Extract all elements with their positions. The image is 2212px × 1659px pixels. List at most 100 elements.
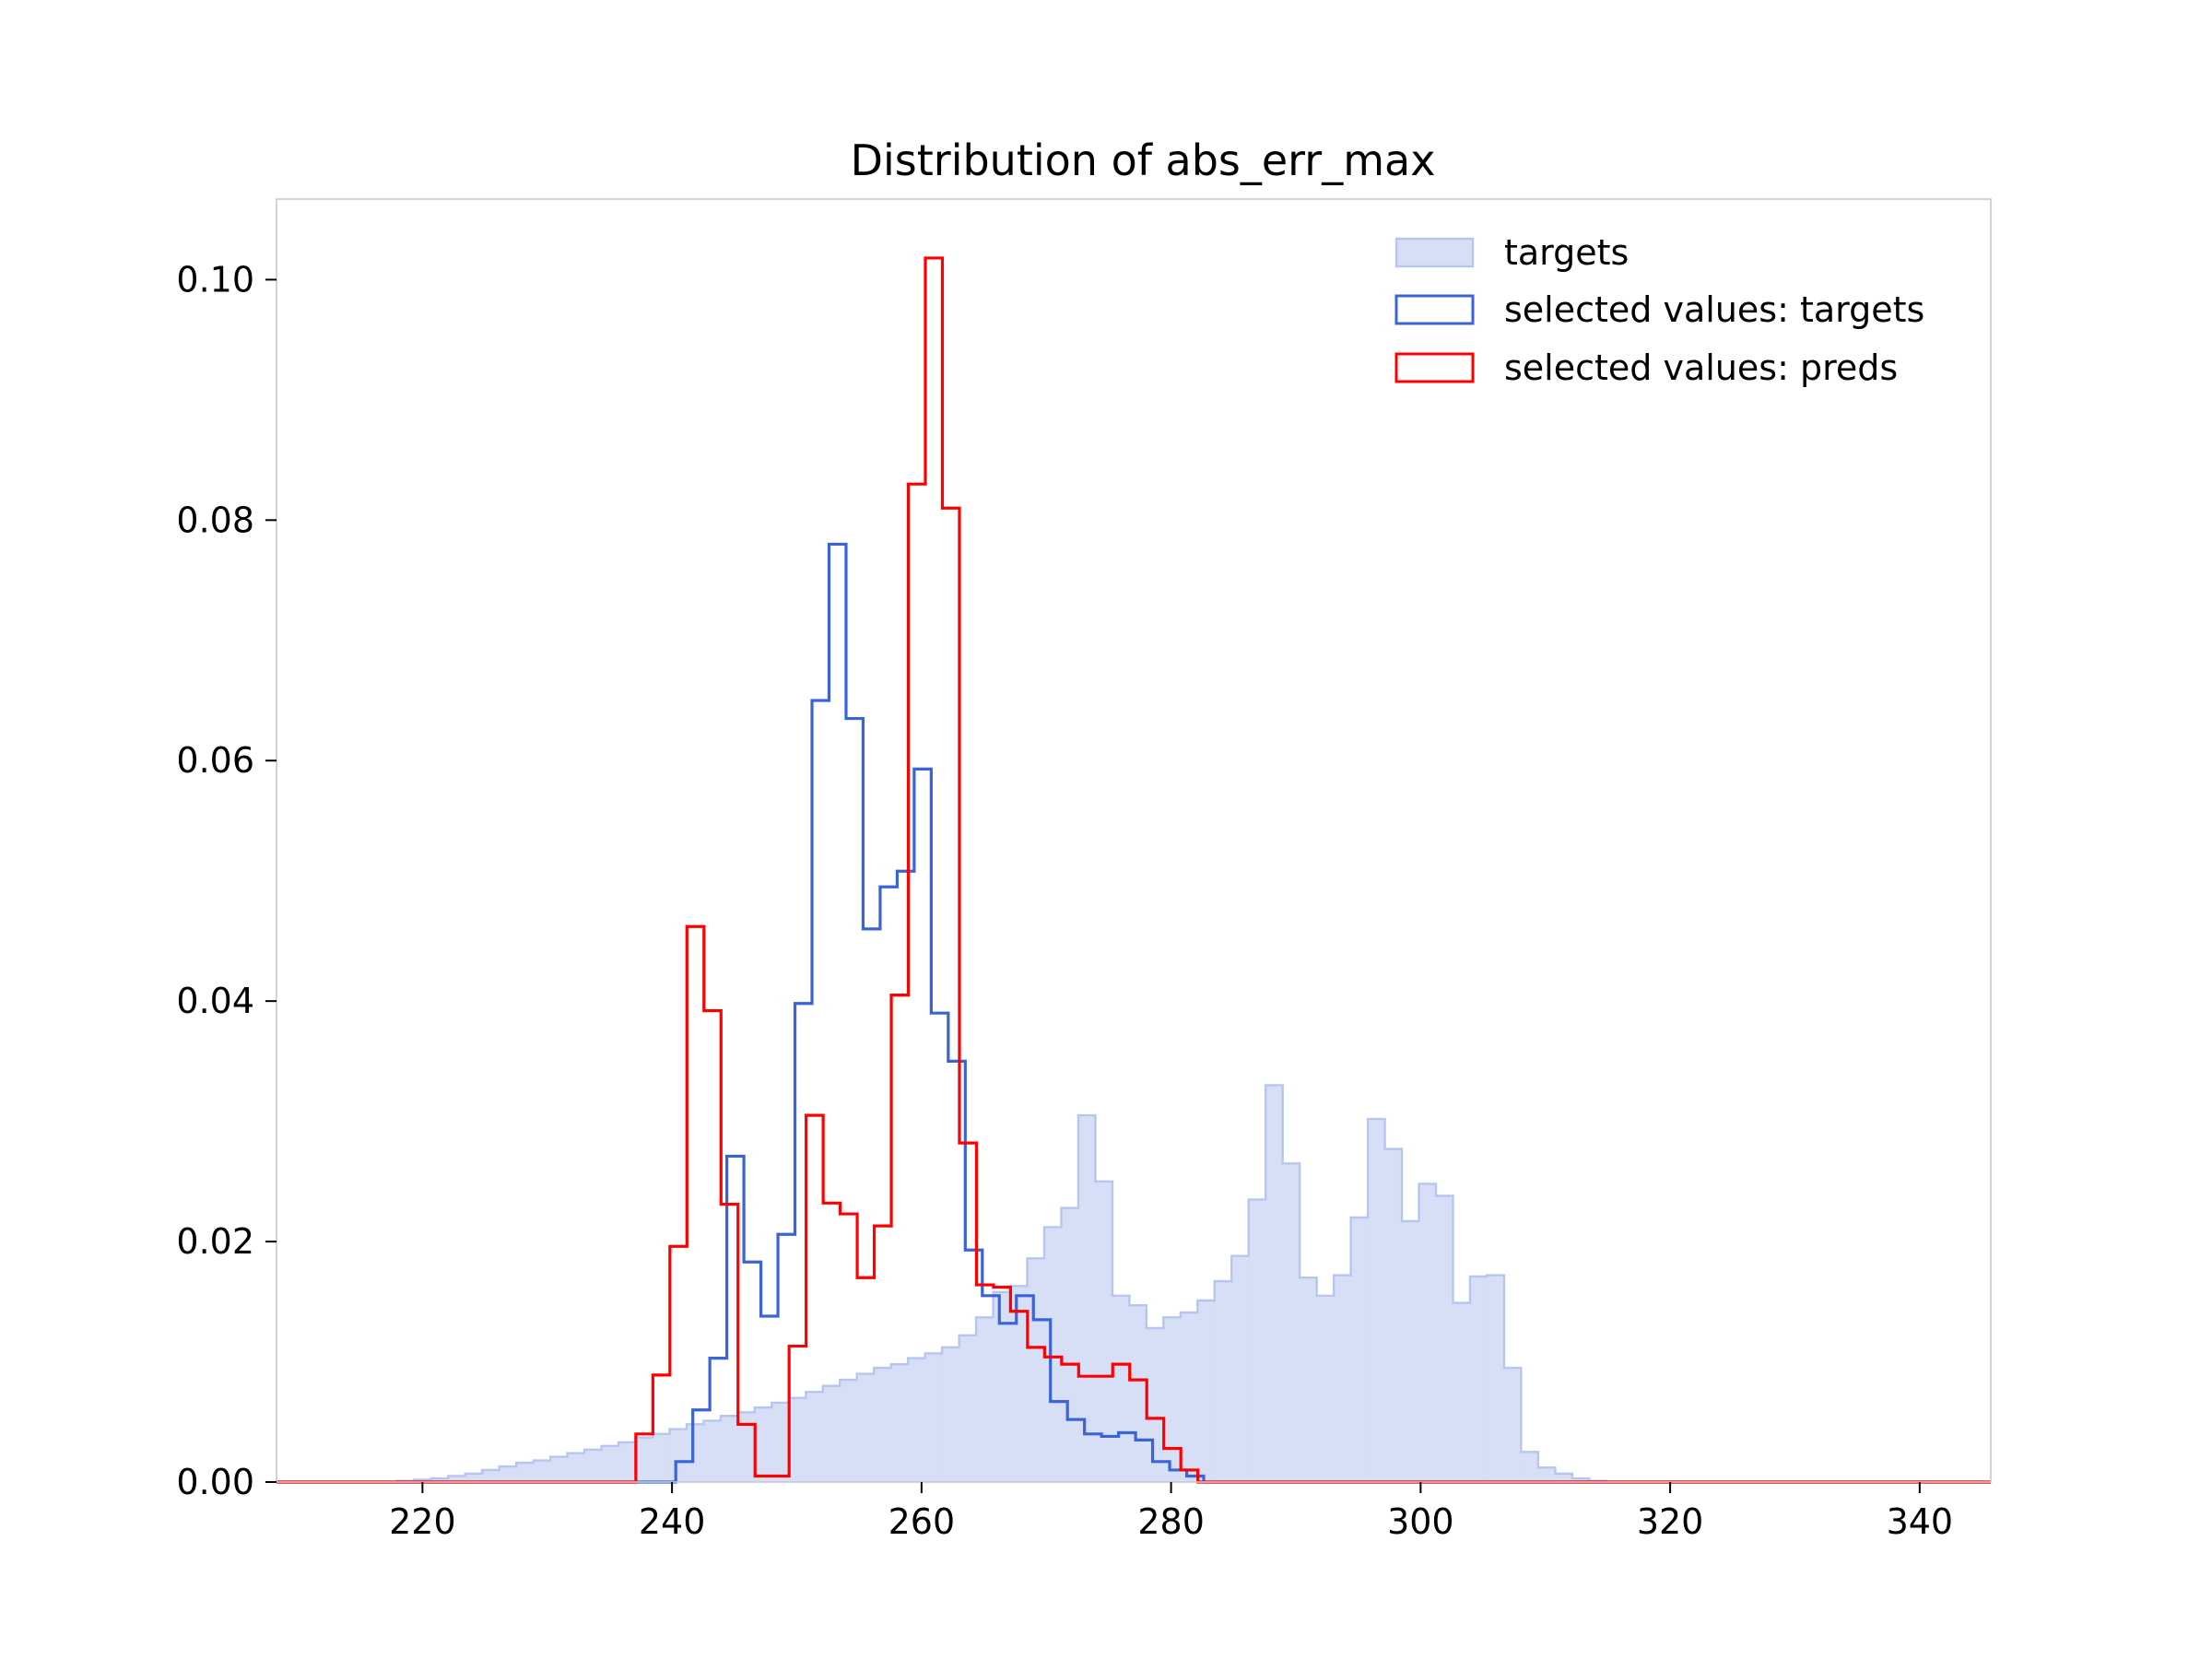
histogram-bin <box>1129 1305 1147 1482</box>
histogram-bin <box>874 1368 892 1482</box>
histogram-bin <box>1282 1163 1300 1482</box>
legend-label-selected-preds: selected values: preds <box>1504 347 1898 388</box>
histogram-bin <box>976 1317 994 1482</box>
histogram-bin <box>890 1364 909 1482</box>
histogram-bin <box>499 1466 517 1482</box>
histogram-bin <box>1384 1148 1403 1482</box>
histogram-bin <box>448 1476 466 1482</box>
y-tick-label: 0.00 <box>176 1462 254 1502</box>
x-tick-label: 300 <box>1387 1501 1454 1542</box>
chart-title: Distribution of abs_err_max <box>851 135 1436 185</box>
histogram-bin <box>482 1469 500 1482</box>
histogram-bin <box>686 1424 705 1482</box>
histogram-bin <box>908 1358 926 1482</box>
histogram-bin <box>653 1433 671 1482</box>
legend-swatch-selected-preds <box>1394 352 1475 383</box>
histogram-bin <box>1112 1295 1130 1482</box>
legend-label-targets: targets <box>1504 232 1629 273</box>
histogram-bin <box>822 1385 841 1482</box>
histogram-bin <box>1146 1328 1164 1482</box>
histogram-bin <box>993 1291 1011 1482</box>
histogram-bin <box>924 1353 943 1482</box>
histogram-bin <box>516 1463 535 1482</box>
legend-swatch-selected-targets <box>1394 294 1475 325</box>
histogram-bin <box>465 1473 483 1482</box>
histogram-bin <box>840 1380 858 1482</box>
legend: targets selected values: targets selecte… <box>1394 232 1924 388</box>
plot-frame <box>276 198 1992 1483</box>
histogram-bin <box>788 1397 806 1482</box>
x-tick-label: 280 <box>1137 1501 1205 1542</box>
histogram-bin <box>754 1407 772 1482</box>
histogram-bin <box>1521 1452 1539 1482</box>
histogram-bin <box>1453 1302 1471 1482</box>
x-axis: 220 240 260 280 300 320 340 <box>389 1482 1953 1542</box>
histogram-bin <box>1214 1281 1232 1482</box>
histogram-bin <box>703 1420 722 1482</box>
histogram-bin <box>669 1429 688 1482</box>
histogram-bin <box>1095 1181 1113 1482</box>
histogram-bin <box>533 1460 551 1482</box>
histogram-bin <box>1163 1317 1182 1482</box>
series-line <box>276 256 1991 1484</box>
histogram-bin <box>771 1402 790 1482</box>
histogram-bin <box>618 1441 637 1482</box>
x-tick-label: 320 <box>1637 1501 1704 1542</box>
histogram-bin <box>1503 1368 1522 1482</box>
x-tick-label: 260 <box>888 1501 956 1542</box>
y-tick-label: 0.04 <box>176 981 254 1021</box>
histogram-bin <box>635 1437 653 1482</box>
histogram-bin <box>959 1335 977 1482</box>
histogram-bin <box>1469 1276 1488 1482</box>
histogram-bin <box>1555 1473 1573 1482</box>
histogram-bin <box>1248 1199 1266 1482</box>
histogram-bin <box>1010 1286 1029 1482</box>
histogram-bin <box>567 1453 585 1482</box>
histogram-bin <box>1027 1258 1045 1482</box>
y-tick-label: 0.10 <box>176 259 254 300</box>
histogram-bin <box>1231 1255 1250 1482</box>
histogram-bin <box>430 1478 449 1482</box>
y-tick-label: 0.02 <box>176 1221 254 1262</box>
histogram-bin <box>584 1449 603 1482</box>
histogram-bin <box>1334 1275 1352 1482</box>
histogram-bin <box>856 1373 875 1482</box>
plot-series <box>276 256 1991 1484</box>
histogram-bin <box>1265 1085 1284 1482</box>
histogram-bin <box>1537 1467 1556 1482</box>
series-1 <box>276 542 1991 1484</box>
histogram-bin <box>1418 1183 1437 1482</box>
series-0 <box>276 1084 1991 1484</box>
histogram-bin <box>942 1347 960 1482</box>
series-line <box>276 542 1991 1484</box>
histogram-bin <box>1300 1277 1318 1482</box>
legend-label-selected-targets: selected values: targets <box>1504 289 1924 330</box>
histogram-bin <box>737 1412 756 1482</box>
x-tick-label: 240 <box>639 1501 706 1542</box>
y-axis: 0.00 0.02 0.04 0.06 0.08 0.10 <box>176 259 276 1502</box>
histogram-bin <box>1180 1312 1198 1482</box>
histogram-bin <box>1316 1295 1335 1482</box>
histogram-bin <box>1436 1195 1454 1482</box>
legend-swatch-targets <box>1394 237 1475 268</box>
histogram-bin <box>1044 1227 1063 1482</box>
histogram-bin <box>601 1445 619 1482</box>
y-tick-label: 0.06 <box>176 740 254 781</box>
histogram-bin <box>1061 1207 1079 1482</box>
histogram-bin <box>1402 1220 1420 1482</box>
series-2 <box>276 256 1991 1484</box>
histogram-bin <box>550 1456 569 1482</box>
histogram-bin <box>720 1416 738 1482</box>
histogram-bin <box>806 1392 824 1482</box>
y-tick-label: 0.08 <box>176 500 254 540</box>
histogram-bin <box>1571 1478 1590 1482</box>
series-outline <box>276 1084 1991 1484</box>
histogram-bin <box>1368 1119 1386 1482</box>
histogram-bin <box>1077 1115 1097 1482</box>
histogram-bin <box>1350 1217 1369 1482</box>
histogram-bin <box>1487 1275 1505 1482</box>
x-tick-label: 340 <box>1887 1501 1954 1542</box>
x-tick-label: 220 <box>389 1501 456 1542</box>
histogram-bin <box>1197 1300 1216 1482</box>
